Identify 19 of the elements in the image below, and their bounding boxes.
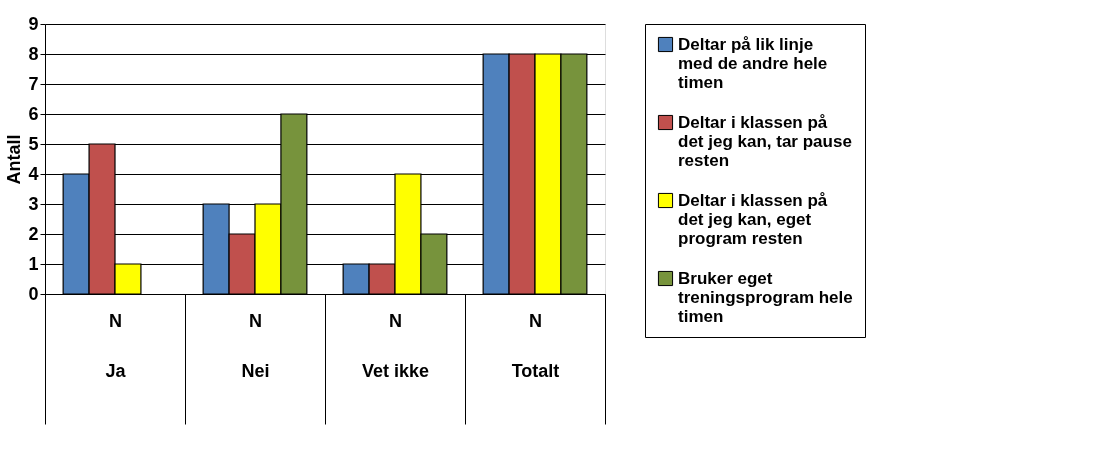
y-tick-label: 7: [28, 73, 39, 94]
legend-label: Deltar på lik linje med de andre hele timen: [678, 34, 828, 92]
y-tick-label: 0: [28, 283, 39, 304]
legend-label: Deltar i klassen på det jeg kan, eget program resten: [678, 190, 828, 248]
y-tick-label: 8: [28, 43, 39, 64]
legend-label: Deltar i klassen på det jeg kan, tar pause resten: [678, 112, 852, 170]
category-label: N Nei: [241, 310, 270, 381]
legend-label: Bruker eget treningsprogram hele timen: [678, 268, 853, 326]
y-tick-label: 9: [28, 13, 39, 34]
y-tick-label: 3: [28, 193, 39, 214]
y-axis-title: Antall: [4, 134, 25, 185]
y-tick-label: 5: [28, 133, 39, 154]
y-tick-label: 6: [28, 103, 39, 124]
category-label: N Vet ikke: [361, 310, 430, 381]
y-tick-label: 1: [28, 253, 39, 274]
y-tick-label: 4: [28, 163, 39, 184]
category-label: N Ja: [105, 310, 126, 381]
category-label: N Totalt: [511, 310, 560, 381]
y-tick-label: 2: [28, 223, 39, 244]
